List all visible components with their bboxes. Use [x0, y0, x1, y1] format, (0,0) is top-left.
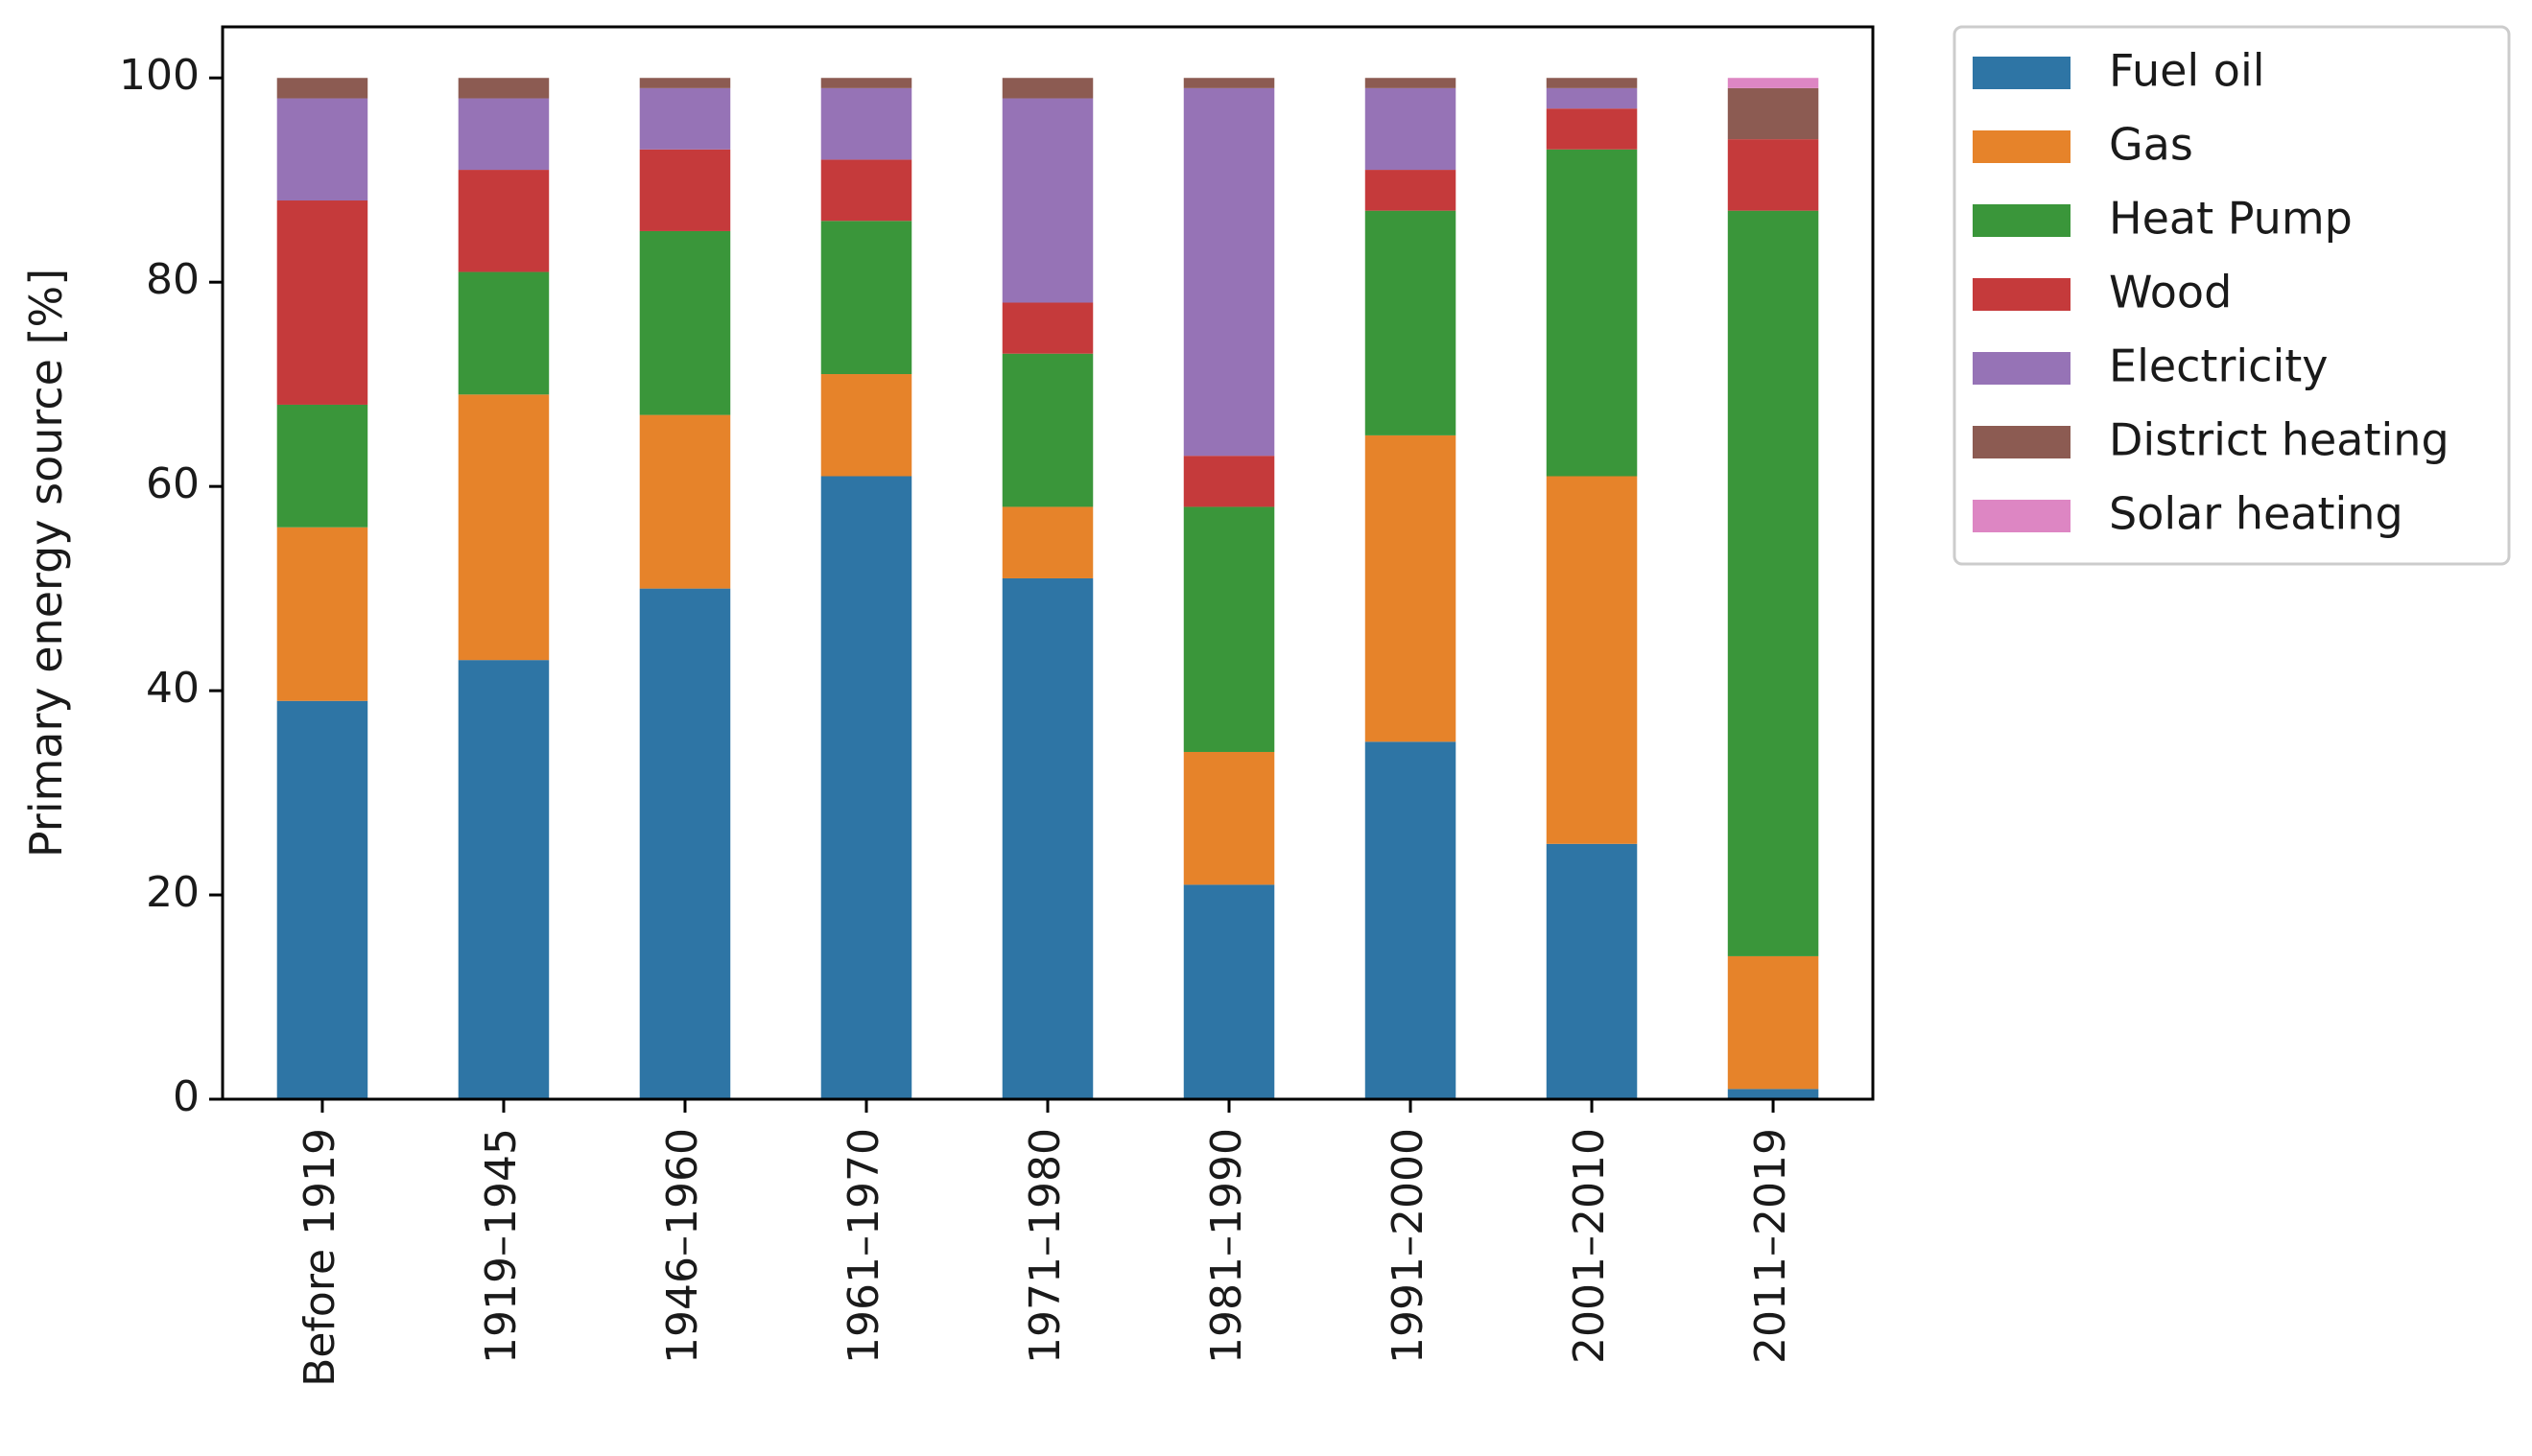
bar-segment: [1727, 210, 1819, 956]
bar-segment: [276, 98, 368, 201]
legend-label: Wood: [2109, 267, 2232, 318]
x-tick-label: 1991–2000: [1384, 1128, 1432, 1364]
y-tick-label: 80: [146, 255, 200, 304]
bar-segment: [1546, 87, 1638, 109]
x-tick-label: 1971–1980: [1021, 1128, 1070, 1364]
bar-segment: [1727, 78, 1819, 88]
legend-swatch: [1973, 130, 2071, 163]
legend-swatch: [1973, 500, 2071, 532]
legend-swatch: [1973, 278, 2071, 311]
bar-segment: [276, 700, 368, 1099]
bar-segment: [1183, 506, 1275, 752]
x-tick-label: 1981–1990: [1202, 1128, 1251, 1364]
bar-segment: [458, 394, 550, 661]
bar-segment: [639, 230, 731, 415]
x-tick-label: 1919–1945: [477, 1128, 526, 1364]
bar-segment: [820, 78, 912, 88]
bar-segment: [1002, 98, 1094, 303]
bar-segment: [820, 221, 912, 375]
bar-segment: [1546, 476, 1638, 844]
legend-label: District heating: [2109, 414, 2449, 466]
bar-segment: [458, 98, 550, 171]
y-tick-label: 40: [146, 664, 200, 713]
legend-label: Heat Pump: [2109, 193, 2353, 245]
bar-segment: [820, 87, 912, 160]
bar-segment: [276, 404, 368, 528]
bar-segment: [1183, 87, 1275, 457]
bar-segment: [1364, 87, 1456, 171]
legend-swatch: [1973, 352, 2071, 385]
bar-segment: [1002, 302, 1094, 354]
x-tick-label: Before 1919: [296, 1128, 344, 1387]
legend-frame: [1952, 25, 2511, 566]
bar-segment: [1546, 843, 1638, 1099]
bar-segment: [1364, 434, 1456, 742]
legend-swatch: [1973, 204, 2071, 237]
bar-segment: [276, 200, 368, 405]
bar-segment: [1364, 210, 1456, 435]
y-tick-label: 0: [173, 1072, 200, 1121]
legend: Fuel oil Gas Heat Pump Wood Electricity Distr…: [1952, 25, 2511, 566]
bar-segment: [1727, 955, 1819, 1090]
bar-segment: [1183, 751, 1275, 885]
bar-segment: [1727, 139, 1819, 211]
bar-segment: [1002, 353, 1094, 507]
bar-segment: [1364, 78, 1456, 88]
x-tick-label: 2011–2019: [1746, 1128, 1795, 1364]
bar-segment: [1002, 78, 1094, 99]
bar-segment: [1183, 78, 1275, 88]
bar-segment: [1546, 149, 1638, 477]
bar-segment: [820, 374, 912, 477]
legend-label: Fuel oil: [2109, 45, 2265, 97]
bar-segment: [1183, 456, 1275, 507]
legend-swatch: [1973, 426, 2071, 458]
bar-segment: [1727, 87, 1819, 140]
bar-segment: [639, 87, 731, 150]
y-axis-label: Primary energy source [%]: [20, 269, 72, 857]
x-tick-label: 2001–2010: [1565, 1128, 1614, 1364]
legend-label: Gas: [2109, 119, 2193, 171]
bar-segment: [1364, 170, 1456, 211]
y-tick-label: 60: [146, 459, 200, 508]
bars-layer: [276, 78, 1819, 1099]
y-tick-label: 100: [119, 51, 200, 100]
bar-segment: [820, 159, 912, 222]
bar-segment: [1002, 577, 1094, 1099]
bar-segment: [276, 527, 368, 701]
x-axis: Before 1919 1919–1945 1946–1960 1961–1970 19…: [296, 1099, 1795, 1387]
bar-segment: [1002, 506, 1094, 578]
bar-segment: [458, 660, 550, 1099]
x-tick-label: 1961–1970: [840, 1128, 888, 1364]
bar-segment: [639, 414, 731, 589]
bar-segment: [458, 271, 550, 395]
bar-segment: [458, 78, 550, 99]
bar-segment: [1183, 884, 1275, 1099]
legend-label: Solar heating: [2109, 488, 2403, 540]
bar-segment: [458, 170, 550, 272]
bar-segment: [639, 149, 731, 231]
bar-segment: [820, 476, 912, 1099]
bar-segment: [639, 588, 731, 1099]
bar-segment: [276, 78, 368, 99]
bar-segment: [1546, 78, 1638, 88]
bar-segment: [639, 78, 731, 88]
legend-swatch: [1973, 57, 2071, 89]
bar-segment: [1546, 108, 1638, 150]
bar-segment: [1364, 741, 1456, 1099]
y-axis: 0 20 40 60 80 100: [119, 51, 223, 1121]
x-tick-label: 1946–1960: [658, 1128, 707, 1364]
y-tick-label: 20: [146, 868, 200, 917]
bar-segment: [1727, 1089, 1819, 1099]
legend-label: Electricity: [2109, 341, 2329, 392]
